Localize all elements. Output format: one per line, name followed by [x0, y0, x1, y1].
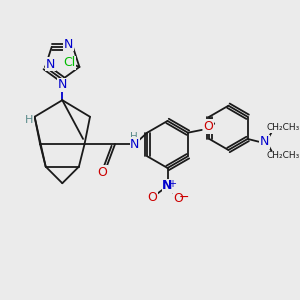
Text: H: H: [25, 115, 33, 124]
Text: O: O: [147, 190, 157, 204]
Text: O: O: [98, 166, 107, 179]
Text: N: N: [130, 138, 140, 151]
Text: O: O: [204, 120, 214, 133]
Text: −: −: [179, 190, 189, 204]
Text: H: H: [130, 132, 138, 142]
Text: N: N: [64, 38, 74, 51]
Text: N: N: [260, 135, 269, 148]
Text: +: +: [169, 179, 176, 189]
Text: N: N: [46, 58, 56, 71]
Text: CH₂CH₃: CH₂CH₃: [267, 151, 300, 160]
Text: N: N: [162, 179, 173, 193]
Text: Cl: Cl: [64, 56, 76, 69]
Text: N: N: [58, 78, 67, 92]
Text: CH₂CH₃: CH₂CH₃: [267, 123, 300, 132]
Text: O: O: [174, 192, 184, 205]
